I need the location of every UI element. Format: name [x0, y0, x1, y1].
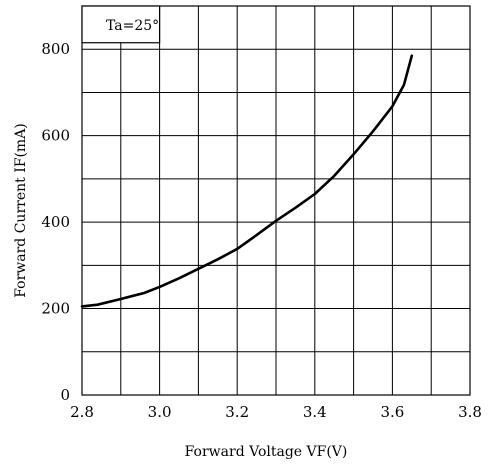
x-axis-label: Forward Voltage VF(V) [185, 444, 348, 460]
x-tick-label: 2.8 [70, 403, 94, 421]
x-tick-label: 3.8 [458, 403, 482, 421]
y-tick-label: 800 [41, 40, 70, 58]
y-axis-label: Forward Current IF(mA) [13, 123, 29, 298]
y-tick-label: 400 [41, 213, 70, 231]
series-line [80, 54, 414, 308]
y-tick-label: 200 [41, 300, 70, 318]
x-tick-label: 3.2 [225, 403, 249, 421]
plot-frame [81, 5, 471, 396]
y-tick-label: 600 [41, 127, 70, 145]
x-tick-label: 3.0 [148, 403, 172, 421]
grid [82, 6, 470, 395]
y-tick-label: 0 [60, 386, 70, 404]
annotation-box: Ta=25° [81, 5, 161, 44]
y-tick-labels: 0 200 400 600 800 [41, 40, 70, 404]
x-tick-labels: 2.8 3.0 3.2 3.4 3.6 3.8 [70, 403, 482, 421]
x-tick-label: 3.6 [380, 403, 404, 421]
annotation-frame [81, 5, 161, 44]
annotation-text: Ta=25° [106, 18, 159, 34]
x-tick-label: 3.4 [303, 403, 327, 421]
